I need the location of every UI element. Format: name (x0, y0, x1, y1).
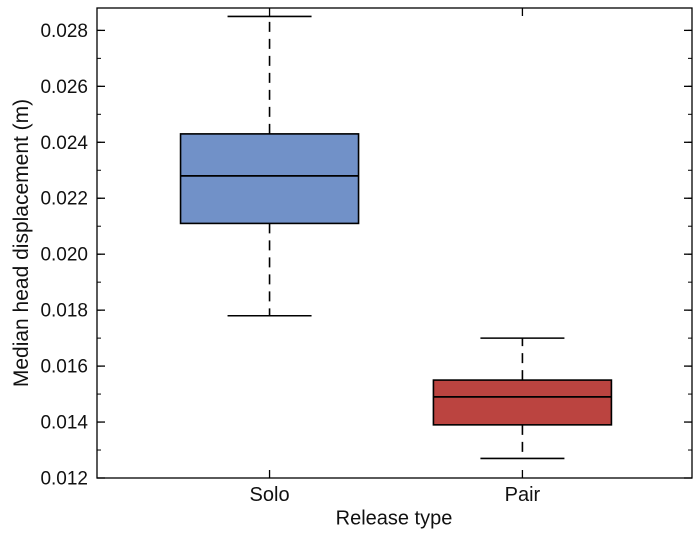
y-tick-label: 0.018 (40, 301, 88, 322)
y-tick-label: 0.028 (40, 21, 88, 42)
y-tick-label: 0.024 (40, 133, 88, 154)
y-tick-label: 0.020 (40, 245, 88, 266)
y-tick-label: 0.014 (40, 413, 88, 434)
y-tick-label: 0.026 (40, 77, 88, 98)
y-tick-label: 0.022 (40, 189, 88, 210)
box-solo (179, 133, 360, 225)
y-tick-label: 0.012 (40, 469, 88, 490)
x-axis-label: Release type (335, 507, 453, 530)
y-axis-label: Median head displacement (m) (10, 98, 33, 388)
x-tick-label-pair: Pair (505, 484, 541, 506)
box-pair (432, 379, 613, 426)
plot-frame (96, 7, 693, 479)
x-tick-label-solo: Solo (250, 484, 290, 506)
y-tick-label: 0.016 (40, 357, 88, 378)
